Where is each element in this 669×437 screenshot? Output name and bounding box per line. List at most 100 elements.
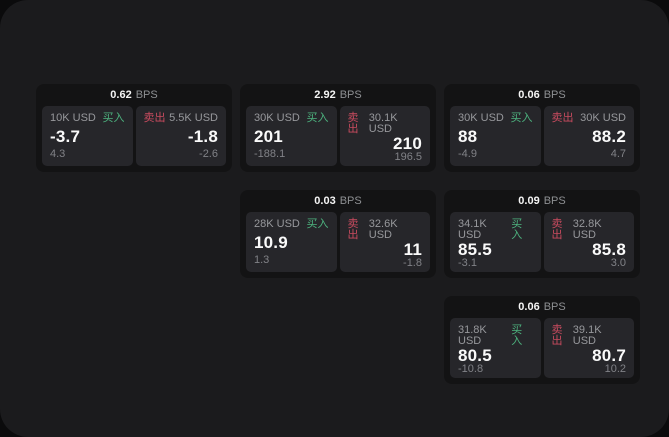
sell-amount: 5.5K USD xyxy=(169,112,218,124)
bps-unit: BPS xyxy=(339,88,362,101)
sell-panel[interactable]: 卖出 32.8K USD 85.8 3.0 xyxy=(543,212,634,272)
buy-top-row: 31.8K USD 买入 xyxy=(458,325,533,347)
sell-price: 85.8 xyxy=(592,240,626,259)
bps-header: 2.92 BPS xyxy=(240,84,436,106)
bps-header: 0.03 BPS xyxy=(240,190,436,212)
sell-price: 11 xyxy=(403,240,422,259)
buy-price: 201 xyxy=(254,127,283,146)
buy-delta: 4.3 xyxy=(50,148,66,160)
buy-panel[interactable]: 34.1K USD 买入 85.5 -3.1 xyxy=(450,212,541,272)
buy-price: 80.5 xyxy=(458,346,492,365)
sell-top-row: 卖出 39.1K USD xyxy=(552,325,627,347)
quote-card: 0.06 BPS 30K USD 买入 88 -4.9 卖出 30K USD 8… xyxy=(444,84,640,172)
sell-price: 88.2 xyxy=(592,127,626,146)
bps-value: 2.92 xyxy=(314,88,336,101)
buy-tag: 买入 xyxy=(306,112,329,124)
buy-amount: 28K USD xyxy=(254,218,300,230)
sell-delta: 10.2 xyxy=(604,363,626,375)
sell-amount: 30K USD xyxy=(580,112,626,124)
buy-tag: 买入 xyxy=(102,112,125,124)
sell-delta: -1.8 xyxy=(403,257,422,269)
sell-amount: 32.6K USD xyxy=(368,218,398,241)
bps-header: 0.06 BPS xyxy=(444,296,640,318)
buy-tag: 买入 xyxy=(510,112,533,124)
sell-amount: 39.1K USD xyxy=(572,324,602,347)
sell-top-row: 卖出 30K USD xyxy=(552,113,627,124)
buy-amount: 30K USD xyxy=(458,112,504,124)
sell-price: 80.7 xyxy=(592,346,626,365)
buy-delta: -4.9 xyxy=(458,148,477,160)
sell-top-row: 卖出 32.8K USD xyxy=(552,219,627,241)
buy-price: -3.7 xyxy=(50,127,81,146)
sell-tag: 卖出 xyxy=(143,112,166,124)
buy-panel[interactable]: 30K USD 买入 201 -188.1 xyxy=(246,106,337,166)
buy-top-row: 30K USD 买入 xyxy=(458,113,533,124)
sell-price: 210 xyxy=(393,134,422,153)
bps-header: 0.06 BPS xyxy=(444,84,640,106)
sell-delta: -2.6 xyxy=(199,148,218,160)
quote-card: 0.06 BPS 31.8K USD 买入 80.5 -10.8 卖出 39.1… xyxy=(444,296,640,384)
buy-panel[interactable]: 30K USD 买入 88 -4.9 xyxy=(450,106,541,166)
bps-header: 0.62 BPS xyxy=(36,84,232,106)
buy-price: 10.9 xyxy=(254,233,288,252)
buy-panel[interactable]: 10K USD 买入 -3.7 4.3 xyxy=(42,106,133,166)
sell-panel[interactable]: 卖出 32.6K USD 11 -1.8 xyxy=(339,212,430,272)
sell-delta: 4.7 xyxy=(610,148,626,160)
buy-tag: 买入 xyxy=(511,218,523,241)
buy-panel[interactable]: 31.8K USD 买入 80.5 -10.8 xyxy=(450,318,541,378)
bps-unit: BPS xyxy=(543,88,566,101)
sell-price: -1.8 xyxy=(187,127,218,146)
buy-panel[interactable]: 28K USD 买入 10.9 1.3 xyxy=(246,212,337,272)
sell-panel[interactable]: 卖出 30K USD 88.2 4.7 xyxy=(543,106,634,166)
buy-amount: 31.8K USD xyxy=(458,324,487,347)
quote-body: 28K USD 买入 10.9 1.3 卖出 32.6K USD 11 -1.8 xyxy=(240,212,436,278)
buy-price: 85.5 xyxy=(458,240,492,259)
buy-price: 88 xyxy=(458,127,478,146)
buy-top-row: 30K USD 买入 xyxy=(254,113,329,124)
bps-unit: BPS xyxy=(543,194,566,207)
buy-delta: -10.8 xyxy=(458,363,484,375)
bps-value: 0.06 xyxy=(518,300,540,313)
bps-unit: BPS xyxy=(135,88,158,101)
buy-amount: 34.1K USD xyxy=(458,218,487,241)
sell-tag: 卖出 xyxy=(551,218,563,241)
buy-top-row: 10K USD 买入 xyxy=(50,113,125,124)
buy-top-row: 34.1K USD 买入 xyxy=(458,219,533,241)
sell-delta: 196.5 xyxy=(394,151,422,163)
buy-top-row: 28K USD 买入 xyxy=(254,219,329,230)
quote-card: 0.62 BPS 10K USD 买入 -3.7 4.3 卖出 5.5K USD… xyxy=(36,84,232,172)
sell-top-row: 卖出 32.6K USD xyxy=(348,219,423,241)
quote-card: 0.03 BPS 28K USD 买入 10.9 1.3 卖出 32.6K US… xyxy=(240,190,436,278)
bps-unit: BPS xyxy=(339,194,362,207)
sell-tag: 卖出 xyxy=(551,324,563,347)
quote-body: 30K USD 买入 201 -188.1 卖出 30.1K USD 210 1… xyxy=(240,106,436,172)
sell-tag: 卖出 xyxy=(347,112,359,135)
sell-top-row: 卖出 30.1K USD xyxy=(348,113,423,135)
buy-amount: 10K USD xyxy=(50,112,96,124)
quote-card: 2.92 BPS 30K USD 买入 201 -188.1 卖出 30.1K … xyxy=(240,84,436,172)
bps-value: 0.06 xyxy=(518,88,540,101)
sell-panel[interactable]: 卖出 39.1K USD 80.7 10.2 xyxy=(543,318,634,378)
buy-tag: 买入 xyxy=(511,324,523,347)
bps-value: 0.09 xyxy=(518,194,540,207)
buy-delta: 1.3 xyxy=(254,254,270,266)
buy-tag: 买入 xyxy=(306,218,329,230)
sell-panel[interactable]: 卖出 30.1K USD 210 196.5 xyxy=(339,106,430,166)
quote-body: 30K USD 买入 88 -4.9 卖出 30K USD 88.2 4.7 xyxy=(444,106,640,172)
buy-delta: -3.1 xyxy=(458,257,477,269)
quote-card: 0.09 BPS 34.1K USD 买入 85.5 -3.1 卖出 32.8K… xyxy=(444,190,640,278)
sell-top-row: 卖出 5.5K USD xyxy=(144,113,219,124)
bps-value: 0.62 xyxy=(110,88,132,101)
buy-delta: -188.1 xyxy=(254,148,286,160)
quote-body: 34.1K USD 买入 85.5 -3.1 卖出 32.8K USD 85.8… xyxy=(444,212,640,278)
sell-panel[interactable]: 卖出 5.5K USD -1.8 -2.6 xyxy=(135,106,226,166)
buy-amount: 30K USD xyxy=(254,112,300,124)
bps-unit: BPS xyxy=(543,300,566,313)
sell-amount: 32.8K USD xyxy=(572,218,602,241)
sell-amount: 30.1K USD xyxy=(368,112,398,135)
bps-value: 0.03 xyxy=(314,194,336,207)
sell-tag: 卖出 xyxy=(347,218,359,241)
sell-delta: 3.0 xyxy=(610,257,626,269)
quote-body: 31.8K USD 买入 80.5 -10.8 卖出 39.1K USD 80.… xyxy=(444,318,640,384)
